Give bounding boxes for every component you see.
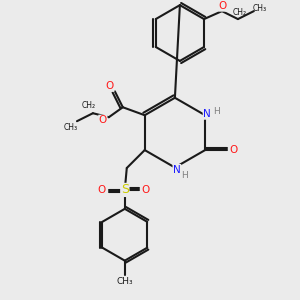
Text: O: O (106, 81, 114, 91)
Text: CH₃: CH₃ (253, 4, 267, 13)
Text: CH₂: CH₂ (82, 101, 96, 110)
Text: N: N (203, 109, 211, 119)
Text: O: O (230, 145, 238, 155)
Text: H: H (213, 107, 219, 116)
Text: O: O (99, 115, 107, 125)
Text: O: O (98, 185, 106, 195)
Text: H: H (182, 171, 188, 180)
Text: CH₃: CH₃ (116, 277, 133, 286)
Text: CH₃: CH₃ (64, 123, 78, 132)
Text: O: O (219, 1, 227, 11)
Text: S: S (121, 183, 129, 196)
Text: N: N (173, 164, 181, 175)
Text: CH₂: CH₂ (233, 8, 247, 16)
Text: O: O (142, 185, 150, 195)
